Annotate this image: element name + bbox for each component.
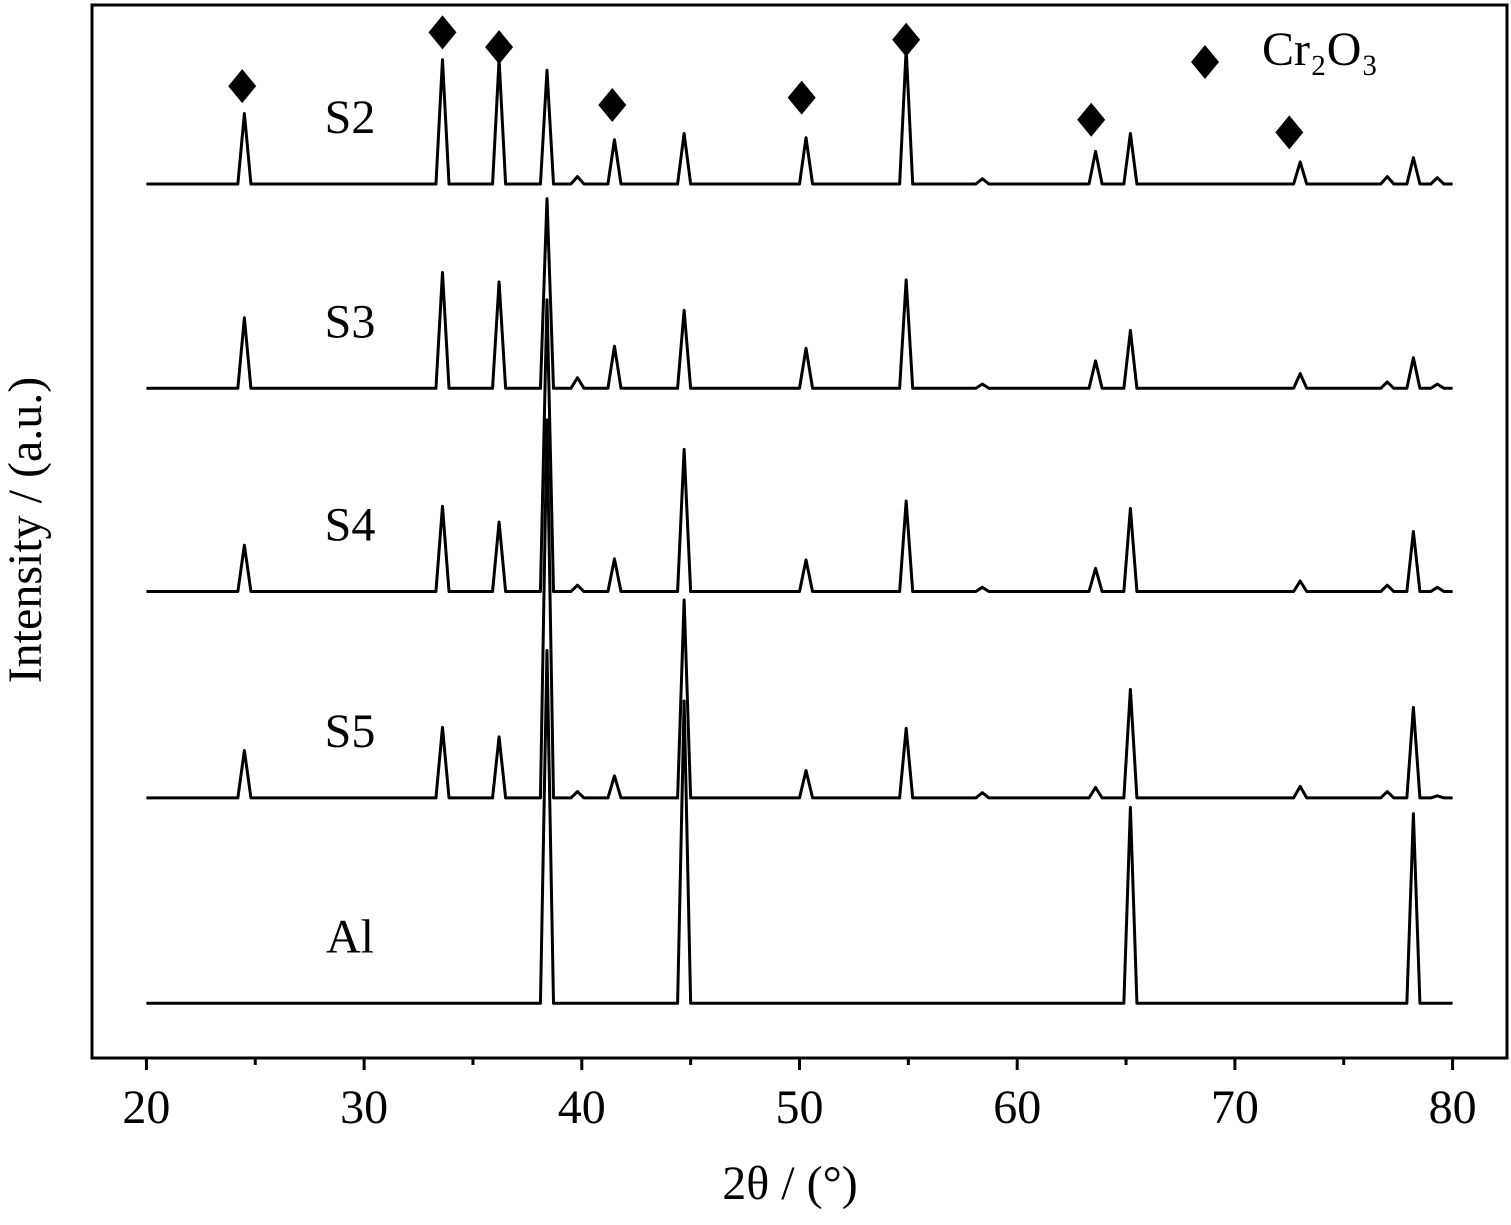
- peak-marker: [428, 15, 457, 50]
- y-axis-label: Intensity / (a.u.): [0, 377, 52, 684]
- x-tick-label: 20: [122, 1081, 170, 1134]
- series-line: [146, 648, 1453, 1005]
- series-line: [146, 298, 1453, 594]
- peak-marker: [1077, 102, 1106, 137]
- legend-label: Cr₂O₃: [1262, 23, 1378, 76]
- peak-marker: [1275, 115, 1304, 150]
- x-axis-label: 2θ / (°): [722, 1157, 858, 1210]
- series-label: S4: [325, 499, 376, 552]
- peak-marker: [485, 30, 514, 65]
- legend-marker: [1191, 45, 1219, 79]
- x-tick-label: 30: [340, 1081, 388, 1134]
- x-tick-label: 80: [1429, 1081, 1477, 1134]
- peak-marker: [787, 80, 816, 115]
- x-tick-label: 40: [558, 1081, 606, 1134]
- series-label: S2: [325, 91, 376, 144]
- series-label: S3: [325, 295, 376, 348]
- x-tick-label: 70: [1211, 1081, 1259, 1134]
- series-label: Al: [326, 910, 374, 963]
- plot-frame: [90, 3, 1509, 1060]
- peak-marker: [228, 69, 257, 104]
- series-label: S5: [325, 705, 376, 758]
- peak-marker: [598, 88, 627, 123]
- series-line: [146, 47, 1453, 186]
- peak-marker: [892, 22, 921, 57]
- series-line: [146, 418, 1453, 800]
- x-tick-label: 60: [993, 1081, 1041, 1134]
- series-line: [146, 197, 1453, 390]
- x-tick-label: 50: [776, 1081, 824, 1134]
